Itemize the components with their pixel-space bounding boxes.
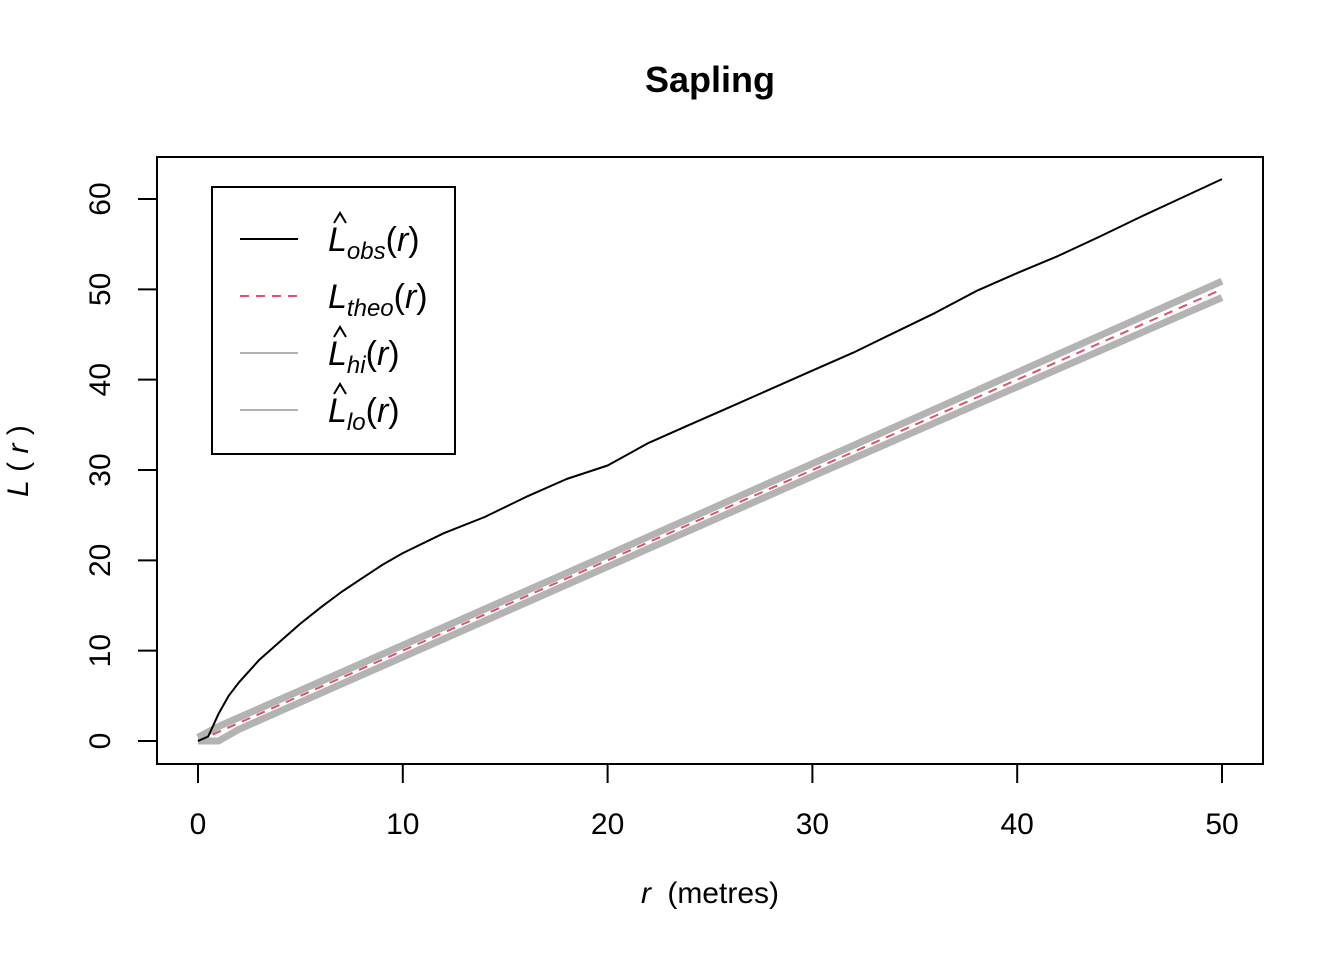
legend-label-close-paren: ) (408, 221, 419, 259)
legend-label-close-paren: ) (388, 392, 399, 430)
legend-label-close-paren: ) (416, 278, 427, 316)
x-tick-label: 0 (190, 808, 207, 841)
x-tick-label: 20 (591, 808, 624, 841)
y-axis-label-open-paren: ( (2, 462, 35, 472)
x-axis-label-unit: (metres) (667, 877, 779, 910)
legend-hat-obs (333, 211, 347, 224)
legend-label-main: L (328, 335, 347, 373)
legend-label-main: L (328, 278, 347, 316)
x-axis: 0 10 20 30 40 50 (190, 763, 1239, 841)
y-tick-label: 20 (84, 544, 117, 577)
y-axis-label-main: L (2, 480, 35, 497)
series-line-hi (196, 278, 1224, 741)
legend-label-open-paren: ( (394, 278, 406, 316)
series-line-lo (198, 294, 1224, 745)
series-line-obs (197, 178, 1223, 742)
legend-label-sub: theo (347, 295, 394, 322)
legend-label-main: L (328, 221, 347, 259)
series-layer (196, 178, 1224, 745)
legend: Lobs(r)Ltheo(r)Lhi(r)Llo(r) (211, 186, 456, 455)
x-tick-label: 40 (1001, 808, 1034, 841)
y-axis: 0 10 20 30 40 50 60 (84, 182, 158, 750)
legend-label-open-paren: ( (366, 335, 378, 373)
y-tick-label: 60 (84, 182, 117, 215)
y-tick-label: 10 (84, 634, 117, 667)
legend-label-arg: r (397, 221, 410, 259)
legend-label-open-paren: ( (386, 221, 398, 259)
series-line-theo (197, 288, 1223, 742)
legend-label-theo: Ltheo(r) (328, 278, 428, 322)
legend-label-main: L (328, 392, 347, 430)
y-axis-label: L ( r ) (2, 425, 35, 497)
legend-label-sub: hi (347, 352, 366, 379)
y-axis-label-close-paren: ) (2, 425, 35, 435)
legend-label-sub: lo (347, 409, 366, 436)
legend-hat-hi (333, 325, 347, 338)
legend-label-hi: Lhi(r) (328, 335, 400, 379)
y-axis-label-arg: r (2, 442, 35, 453)
legend-label-close-paren: ) (388, 335, 399, 373)
x-axis-label: r (metres) (641, 877, 779, 910)
legend-label-sub: obs (347, 238, 386, 265)
legend-label-obs: Lobs(r) (328, 221, 420, 265)
legend-label-arg: r (377, 392, 390, 430)
chart-title: Sapling (645, 59, 775, 100)
y-tick-label: 50 (84, 273, 117, 306)
legend-label-arg: r (405, 278, 418, 316)
y-tick-label: 0 (84, 733, 117, 750)
x-tick-label: 50 (1205, 808, 1238, 841)
legend-label-arg: r (377, 335, 390, 373)
x-tick-label: 30 (796, 808, 829, 841)
legend-label-lo: Llo(r) (328, 392, 400, 436)
y-tick-label: 40 (84, 363, 117, 396)
y-tick-label: 30 (84, 453, 117, 486)
legend-label-open-paren: ( (366, 392, 378, 430)
legend-hat-lo (333, 382, 347, 395)
x-tick-label: 10 (386, 808, 419, 841)
x-axis-label-var: r (641, 877, 652, 910)
